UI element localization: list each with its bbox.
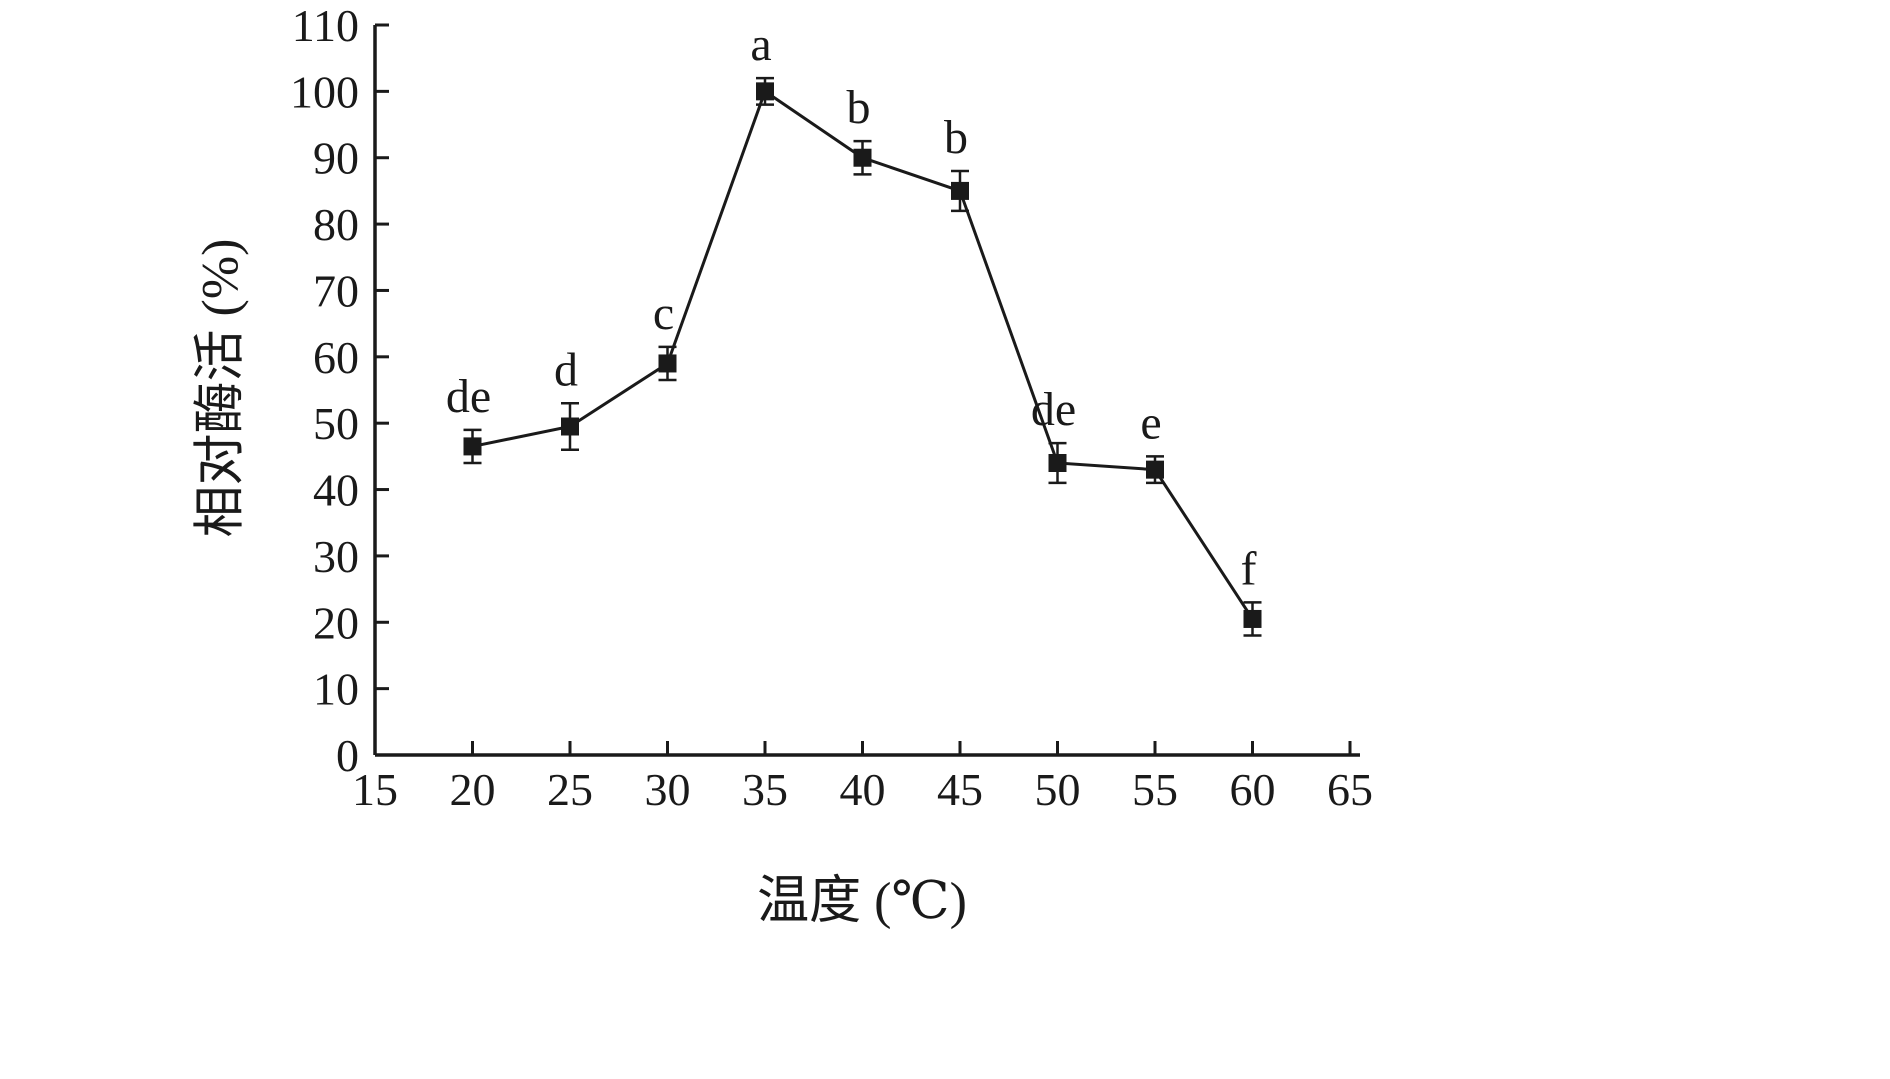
x-tick-label: 55 — [1132, 764, 1178, 815]
y-tick-label: 40 — [313, 465, 359, 516]
point-label: b — [847, 81, 871, 134]
data-point — [1048, 454, 1067, 472]
point-label: f — [1241, 542, 1257, 595]
y-tick-label: 50 — [313, 398, 359, 449]
y-tick-label: 80 — [313, 199, 359, 250]
data-point — [658, 354, 677, 373]
x-tick-label: 60 — [1230, 764, 1276, 815]
x-tick-label: 65 — [1327, 764, 1373, 815]
point-label: b — [944, 111, 968, 164]
y-tick-label: 10 — [313, 664, 359, 715]
data-point — [756, 82, 774, 101]
point-label: c — [653, 287, 674, 340]
x-axis-label: 温度 (℃) — [757, 873, 967, 930]
x-tick-label: 35 — [742, 764, 788, 815]
point-label: e — [1140, 396, 1161, 449]
y-tick-label: 0 — [336, 730, 359, 781]
data-point — [1243, 609, 1262, 628]
data-point — [951, 181, 969, 200]
x-tick-label: 50 — [1035, 764, 1081, 815]
y-tick-label: 30 — [313, 531, 359, 582]
x-tick-label: 45 — [937, 764, 983, 815]
y-tick-label: 70 — [313, 265, 359, 316]
x-tick-label: 20 — [450, 764, 496, 815]
x-tick-label: 15 — [352, 764, 398, 815]
point-label: a — [750, 18, 771, 71]
y-tick-label: 60 — [313, 332, 359, 383]
y-axis-label: 相对酶活 (%) — [192, 238, 250, 538]
x-tick-label: 40 — [840, 764, 886, 815]
y-tick-label: 20 — [313, 597, 359, 648]
data-point — [463, 437, 482, 456]
data-point — [561, 417, 579, 436]
y-tick-label: 110 — [292, 0, 359, 51]
data-point — [853, 148, 872, 167]
point-label: d — [554, 343, 578, 396]
x-tick-label: 30 — [645, 764, 691, 815]
x-tick-label: 25 — [547, 764, 593, 815]
data-point — [1146, 460, 1164, 479]
point-label: de — [1031, 383, 1076, 436]
point-label: de — [446, 370, 491, 423]
y-tick-label: 90 — [313, 133, 359, 184]
y-tick-label: 100 — [290, 66, 359, 117]
